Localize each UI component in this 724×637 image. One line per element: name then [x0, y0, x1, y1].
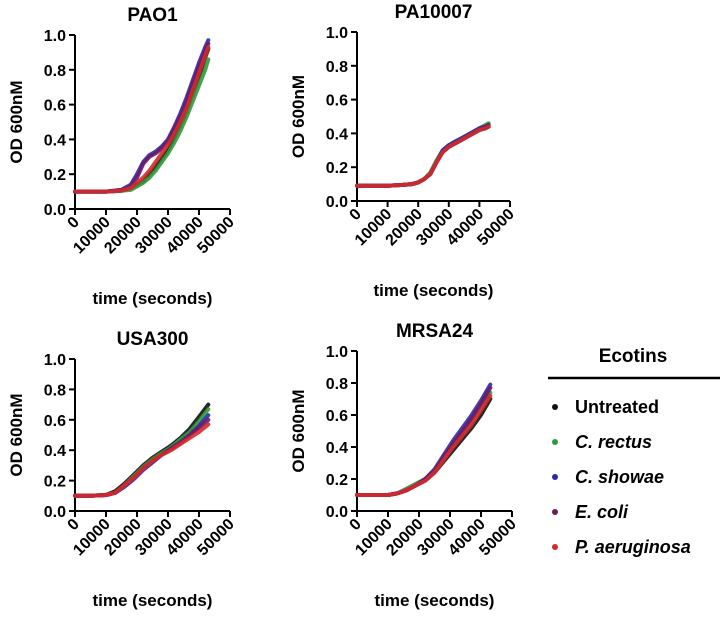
y-tick-label: 0.0	[44, 504, 66, 521]
legend-marker	[552, 439, 558, 445]
series-line-c-showae	[73, 413, 211, 498]
legend-item-e-coli: E. coli	[552, 502, 629, 522]
chart-panel-pa10007: PA100070.00.20.40.60.81.0010000200003000…	[289, 2, 518, 300]
series-line-p-aeruginosa	[73, 422, 211, 498]
legend-label: P. aeruginosa	[575, 537, 691, 557]
y-tick-label: 1.0	[44, 352, 66, 369]
y-tick-label: 0.0	[44, 202, 66, 219]
y-tick-label: 1.0	[326, 344, 348, 361]
y-tick-label: 0.8	[44, 382, 66, 399]
legend-marker	[552, 509, 558, 515]
x-tick-label: 0	[347, 206, 365, 224]
legend-marker	[552, 404, 558, 410]
y-tick-label: 0.2	[44, 167, 66, 184]
y-tick-label: 1.0	[326, 25, 348, 42]
series-line-p-aeruginosa	[355, 124, 491, 188]
x-axis-label: time (seconds)	[374, 281, 494, 300]
chart-panel-mrsa24: MRSA240.00.20.40.60.81.00100002000030000…	[289, 321, 520, 610]
legend-marker	[552, 544, 558, 550]
x-tick-label: 0	[65, 516, 83, 534]
y-tick-label: 0.6	[326, 93, 348, 110]
y-tick-label: 0.4	[326, 440, 348, 457]
y-axis-label: OD 600nM	[289, 389, 308, 472]
y-tick-label: 0.8	[44, 63, 66, 80]
x-axis-label: time (seconds)	[93, 591, 213, 610]
y-tick-label: 0.6	[44, 98, 66, 115]
chart-panel-usa300: USA3000.00.20.40.60.81.00100002000030000…	[7, 329, 238, 610]
chart-title: PAO1	[127, 5, 178, 26]
y-tick-label: 0.6	[326, 408, 348, 425]
series-line-c-rectus	[73, 407, 211, 498]
x-tick-label: 0	[65, 214, 83, 232]
legend-item-untreated: Untreated	[552, 397, 659, 417]
x-axis-label: time (seconds)	[93, 289, 213, 308]
y-tick-label: 0.4	[326, 126, 348, 143]
legend-title: Ecotins	[599, 346, 668, 367]
y-tick-label: 0.4	[44, 443, 66, 460]
series-line-p-aeruginosa	[73, 45, 211, 194]
y-tick-label: 0.8	[326, 59, 348, 76]
y-tick-label: 0.4	[44, 132, 66, 149]
legend: Ecotins Untreated C. rectus C. showae E.…	[548, 346, 720, 557]
x-axis-label: time (seconds)	[375, 591, 495, 610]
chart-title: MRSA24	[396, 321, 474, 342]
legend-marker	[552, 474, 558, 480]
y-tick-label: 0.2	[326, 160, 348, 177]
y-tick-label: 0.0	[326, 504, 348, 521]
legend-label: E. coli	[575, 502, 629, 522]
legend-label: Untreated	[575, 397, 659, 417]
y-tick-label: 0.0	[326, 194, 348, 211]
legend-label: C. showae	[575, 467, 664, 487]
chart-panel-pao1: PAO10.00.20.40.60.81.0010000200003000040…	[7, 5, 238, 308]
series-line-untreated	[73, 402, 211, 498]
series-line-e-coli	[355, 385, 493, 497]
y-axis-label: OD 600nM	[7, 80, 26, 163]
y-tick-label: 0.8	[326, 376, 348, 393]
series-line-p-aeruginosa	[355, 393, 493, 497]
chart-title: PA10007	[395, 2, 473, 23]
y-axis-label: OD 600nM	[289, 75, 308, 158]
legend-item-p-aeruginosa: P. aeruginosa	[552, 537, 691, 557]
y-axis-label: OD 600nM	[7, 393, 26, 476]
y-tick-label: 1.0	[44, 28, 66, 45]
legend-item-c-showae: C. showae	[552, 467, 664, 487]
x-tick-label: 0	[347, 516, 365, 534]
legend-label: C. rectus	[575, 432, 652, 452]
y-tick-label: 0.6	[44, 413, 66, 430]
chart-title: USA300	[117, 329, 189, 350]
y-tick-label: 0.2	[44, 474, 66, 491]
y-tick-label: 0.2	[326, 472, 348, 489]
legend-item-c-rectus: C. rectus	[552, 432, 652, 452]
